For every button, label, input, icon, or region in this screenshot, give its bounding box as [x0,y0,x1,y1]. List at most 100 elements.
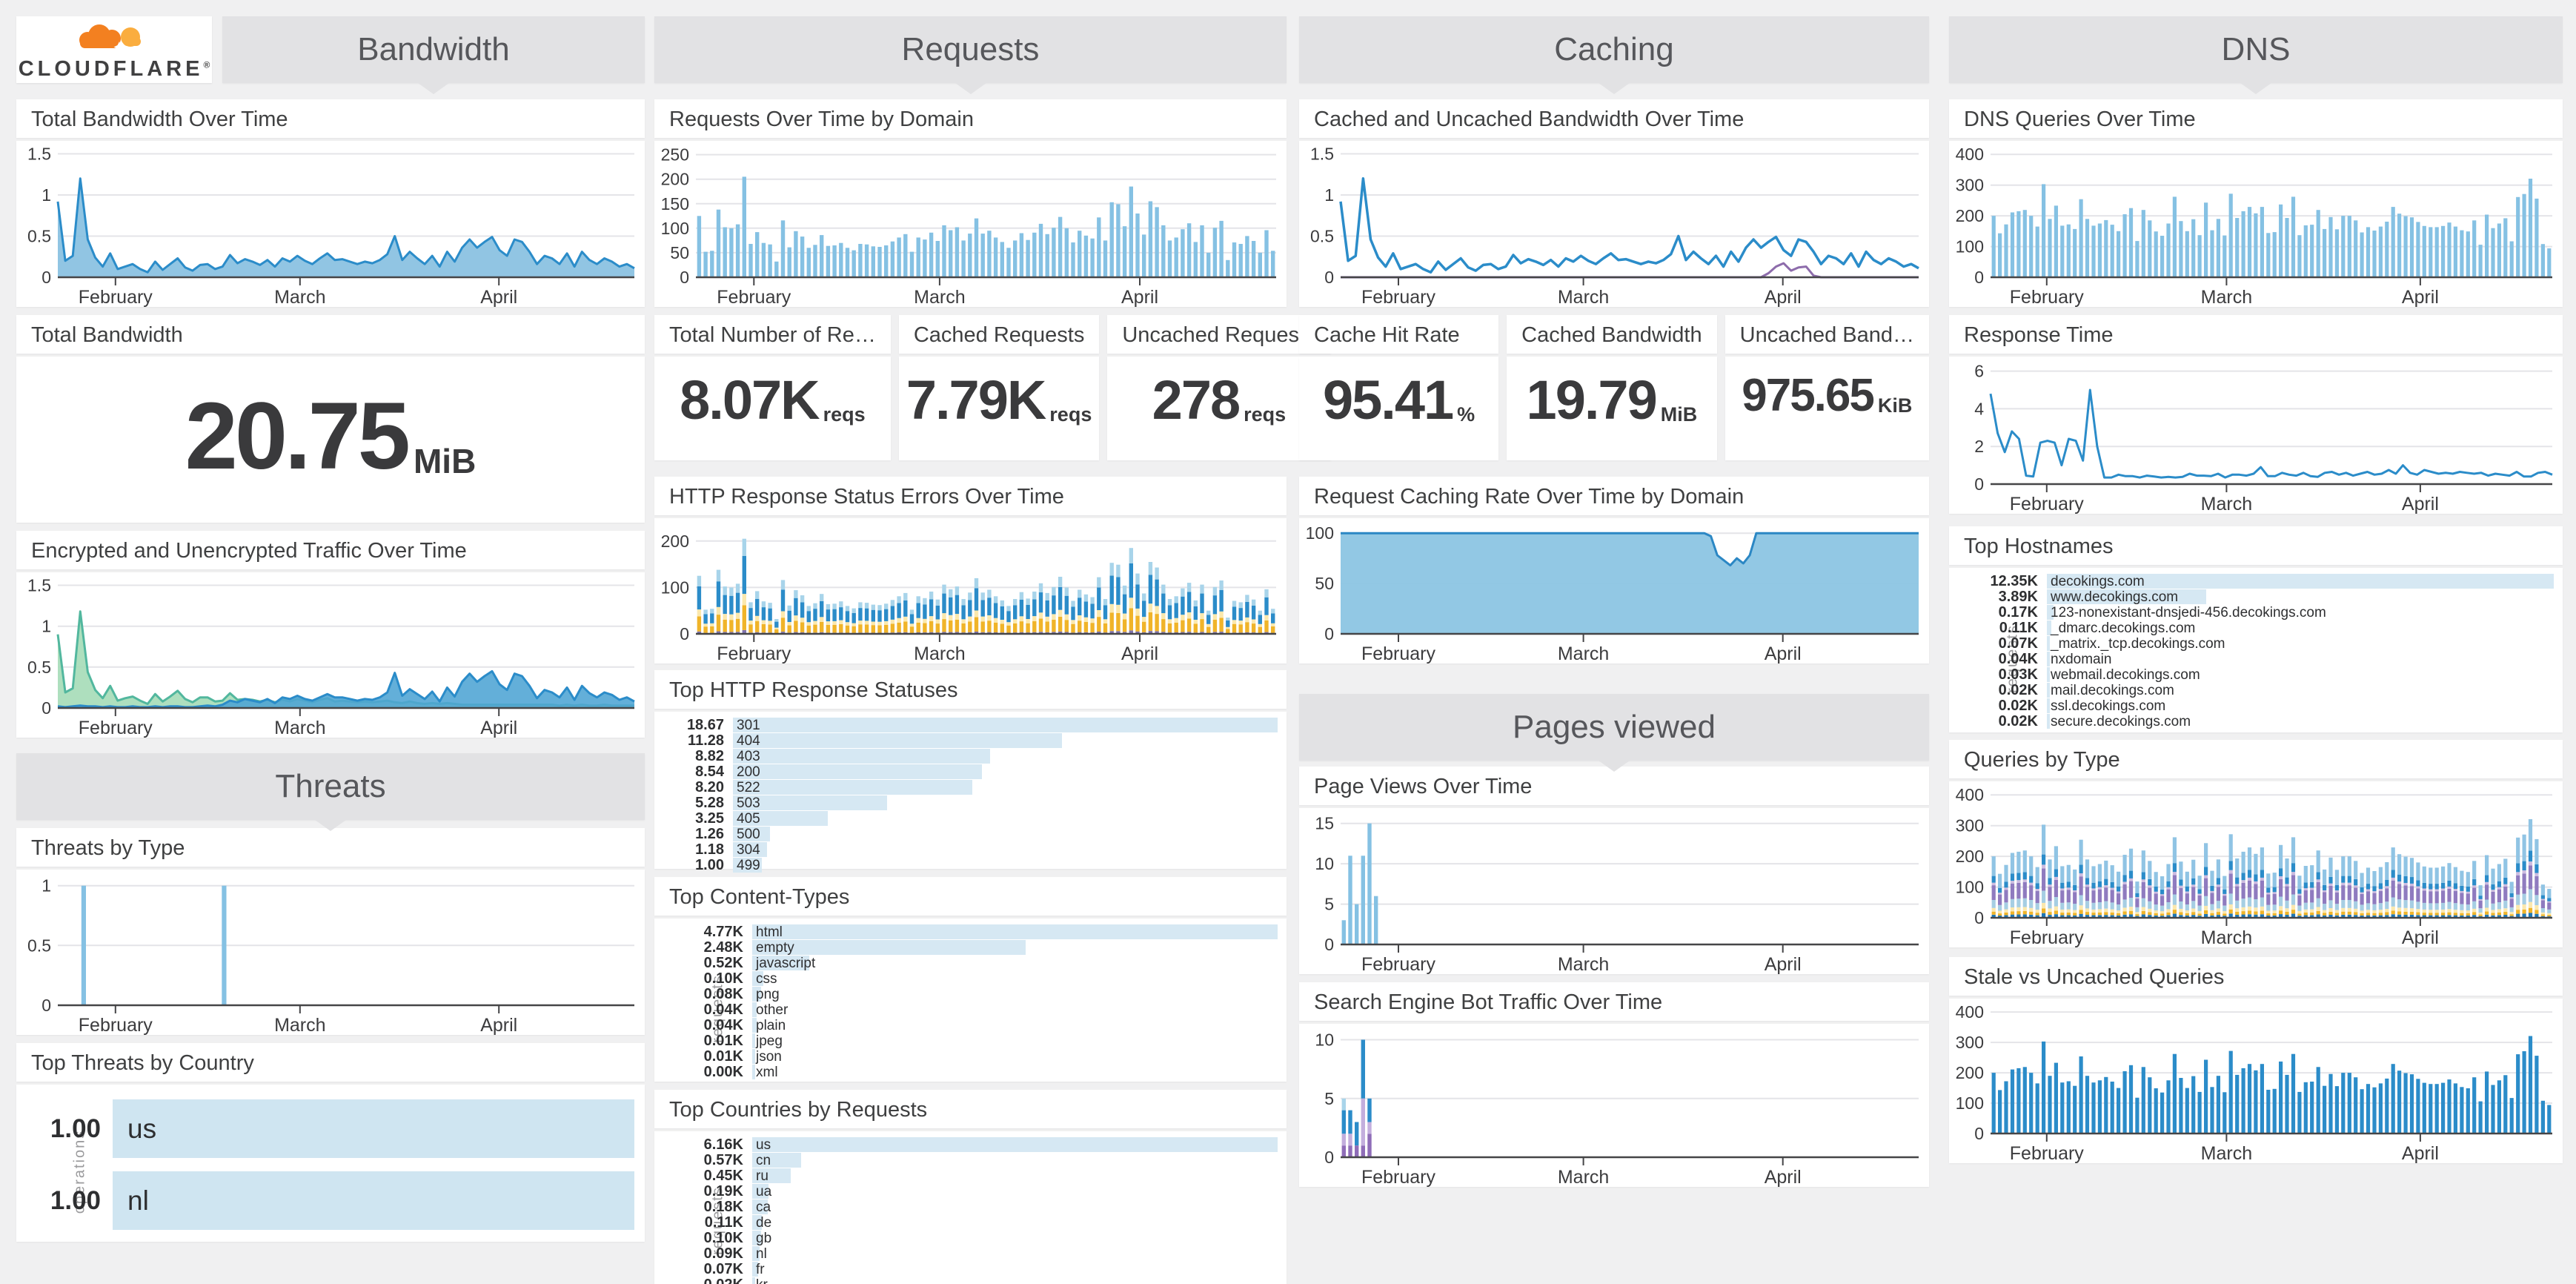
card-title: Cached Requests [898,315,1100,354]
list-item: 8.82 403 [662,748,1278,764]
list-item-bar [752,956,810,970]
list-item-bar [752,1153,801,1168]
list-item-label: json [756,1048,782,1065]
list-item-bar [733,733,1063,748]
list-item: 8.54 200 [662,764,1278,780]
threat-country-list: 1.00 us 1.00 nl [16,1085,645,1242]
list-item-label: plain [756,1017,786,1033]
cloudflare-cloud-icon [65,19,163,57]
svg-text:March: March [274,718,325,738]
svg-text:April: April [1765,287,1802,307]
list-item-bar [752,1246,760,1261]
svg-text:200: 200 [661,532,689,551]
list-item-label: 499 [737,857,760,873]
list-item-bar [752,1002,757,1017]
list-item-bar [752,971,763,986]
cached-uncached-line-chart: 0 0.5 1 1.5 February March April [1299,141,1929,308]
big-stat: 20.75 MiB [16,357,645,484]
list-item-label: css [756,970,777,987]
list-item-bar [733,718,1278,732]
list-item: 0.45K ru [681,1168,1278,1184]
list-item-value: 1.00 [50,1113,101,1143]
svg-text:0: 0 [1974,1124,1984,1143]
svg-text:0: 0 [42,268,51,287]
top-threats-by-country-card: Top Threats by Country operations 1.00 u… [16,1043,645,1242]
list-item-label: 503 [737,795,760,811]
list-item: 4.77K html [681,924,1278,940]
list-item: 0.10K css [681,970,1278,987]
stale-uncached-bar-chart: 0 100 200 300 400 February March April [1949,999,2563,1164]
card-title: Top Hostnames [1949,526,2563,565]
svg-text:200: 200 [1956,847,1984,866]
queries-by-type-stacked-chart: 0 100 200 300 400 February March April [1949,781,2563,948]
list-item-value: 0.00K [703,1064,743,1080]
svg-text:0: 0 [1974,908,1984,927]
section-notch [315,820,346,831]
svg-text:March: March [274,1015,325,1035]
card-title: Encrypted and Unencrypted Traffic Over T… [16,531,645,569]
card-title: Total Bandwidth [16,315,645,354]
svg-text:400: 400 [1956,785,1984,804]
list-item: 0.07K _matrix._tcp.decokings.com [1976,635,2554,652]
section-header-pages-viewed: Pages viewed [1299,694,1929,772]
list-item-value: 1.00 [50,1185,101,1215]
list-item-value: 8.20 [695,779,724,795]
svg-text:1: 1 [1324,185,1334,205]
content-type-list: 4.77K html 2.48K empty 0.52K javascript [654,919,1287,1082]
list-item-label: png [756,986,780,1002]
svg-text:February: February [1361,1167,1436,1187]
encrypted-traffic-area-chart: 0 0.5 1 1.5 February March April [16,572,645,738]
top-hostnames-card: Top Hostnames requests 12.35K decokings.… [1949,526,2563,732]
svg-text:February: February [1361,643,1436,663]
svg-text:100: 100 [661,578,689,597]
list-item-value: 0.57K [703,1152,743,1168]
cached-uncached-bandwidth-card: Cached and Uncached Bandwidth Over Time … [1299,99,1929,308]
card-title: Total Bandwidth Over Time [16,99,645,138]
svg-text:15: 15 [1315,814,1334,833]
total-bandwidth-area-chart: 0 0.5 1 1.5 February March April [16,141,645,308]
svg-text:50: 50 [670,243,689,262]
section-notch [1599,761,1630,772]
list-item: 0.04K nxdomain [1976,651,2554,667]
bandwidth-column: CLOUDFLARE® Bandwidth Total Bandwidth Ov… [16,16,645,1250]
svg-text:February: February [2010,1143,2085,1163]
list-item-label: 405 [737,810,760,827]
list-item-label: 304 [737,841,760,858]
list-item: 0.18K ca [681,1199,1278,1215]
stat-value: 975.65 [1742,370,1875,421]
page-views-bar-chart: 0 5 10 15 February March April [1299,808,1929,975]
list-item-bar [733,827,770,841]
list-item-value: 0.07K [703,1261,743,1277]
list-item-label: 403 [737,748,760,764]
list-item-value: 0.45K [703,1168,743,1184]
svg-text:0.5: 0.5 [27,227,51,246]
svg-text:March: March [2201,494,2252,514]
svg-text:0: 0 [1974,268,1984,287]
svg-text:March: March [1558,1167,1609,1187]
list-item: 0.02K ssl.decokings.com [1976,698,2554,714]
card-title: Top HTTP Response Statuses [654,670,1287,709]
card-title: Cached Bandwidth [1507,315,1717,354]
list-item-value: 0.01K [703,1048,743,1065]
list-item: 0.01K json [681,1048,1278,1065]
list-item: 0.03K webmail.decokings.com [1976,666,2554,683]
stat-value: 278 [1152,369,1241,431]
list-item-label: www.decokings.com [2051,589,2179,605]
cloudflare-logo: CLOUDFLARE® [16,16,212,83]
card-title: HTTP Response Status Errors Over Time [654,477,1287,515]
list-item-label: html [756,924,783,940]
list-item-label: empty [756,939,794,956]
list-item-value: 0.02K [1998,713,2038,729]
list-item-value: 0.07K [1998,635,2038,652]
list-item-bar [733,811,828,826]
svg-text:February: February [2010,287,2085,307]
top-http-statuses-card: Top HTTP Response Statuses 18.67 301 11.… [654,670,1287,873]
list-item-label: _dmarc.decokings.com [2051,620,2196,636]
total-bandwidth-over-time-card: Total Bandwidth Over Time 0 0.5 1 1.5 Februa… [16,99,645,308]
list-item: 0.02K kr [681,1277,1278,1284]
list-item-bar [2047,683,2050,698]
stat-unit: KiB [1877,394,1913,417]
threats-by-type-bar-chart: 0 0.5 1 February March April [16,870,645,1036]
svg-text:February: February [79,718,153,738]
